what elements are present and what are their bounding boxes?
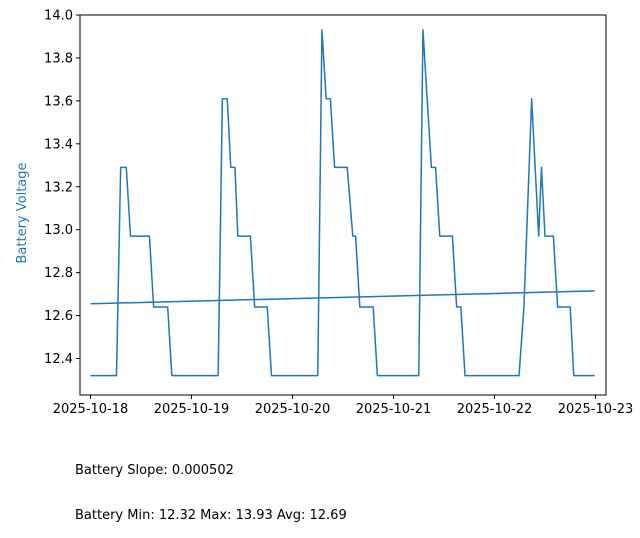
y-tick-label: 12.4 [44,352,73,367]
x-axis: 2025-10-18 2025-10-19 2025-10-20 2025-10-21… [53,395,634,417]
battery-slope-text: Battery Slope: 0.000502 [75,463,234,478]
trend-line [90,290,595,305]
y-tick-label: 13.2 [44,180,73,195]
chart-area: 2025-10-18 2025-10-19 2025-10-20 2025-10-21… [15,9,634,418]
x-tick-label: 2025-10-21 [356,402,432,417]
battery-voltage-line [90,29,595,377]
y-tick-label: 13.8 [44,51,73,66]
battery-stats-text: Battery Min: 12.32 Max: 13.93 Avg: 12.69 [75,508,347,523]
y-tick-label: 12.6 [44,309,73,324]
y-axis: 12.4 12.6 12.8 13.0 13.2 13.4 13.6 13.8 14.0 [44,9,80,367]
plot-frame [79,14,607,396]
x-tick-label: 2025-10-20 [255,402,331,417]
plot-layer [90,29,595,377]
y-axis-label: Battery Voltage [15,162,30,263]
y-tick-label: 13.0 [44,223,73,238]
x-tick-label: 2025-10-18 [53,402,129,417]
y-tick-label: 14.0 [44,9,73,24]
y-tick-label: 12.8 [44,266,73,281]
x-tick-label: 2025-10-22 [457,402,533,417]
x-tick-label: 2025-10-19 [154,402,230,417]
x-tick-label: 2025-10-23 [558,402,634,417]
y-tick-label: 13.4 [44,137,73,152]
y-tick-label: 13.6 [44,94,73,109]
chart-footer: Battery Slope: 0.000502 Battery Min: 12.… [75,433,347,538]
